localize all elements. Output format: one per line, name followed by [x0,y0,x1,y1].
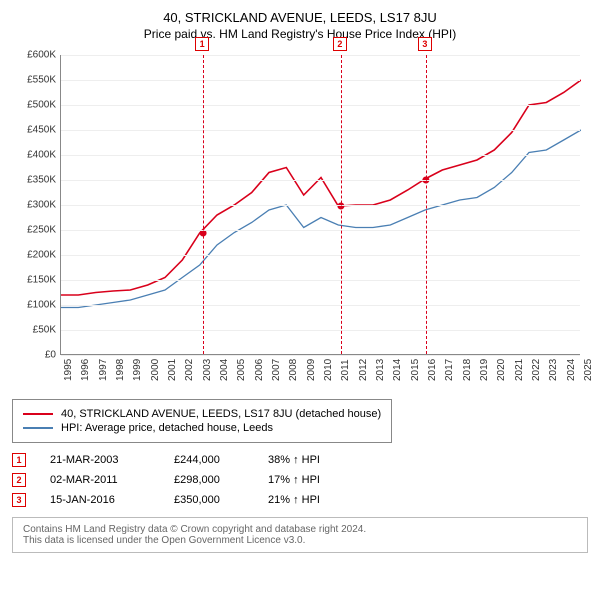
x-tick-label: 2024 [566,359,577,381]
y-tick-label: £350K [12,175,56,186]
sale-delta: 21% ↑ HPI [268,494,368,506]
legend-label: 40, STRICKLAND AVENUE, LEEDS, LS17 8JU (… [61,408,381,420]
x-tick-label: 2004 [219,359,230,381]
x-tick-label: 2003 [202,359,213,381]
marker-vline [203,55,204,354]
legend-swatch [23,427,53,429]
footer-line-1: Contains HM Land Registry data © Crown c… [23,524,577,535]
marker-vline [426,55,427,354]
y-tick-label: £300K [12,200,56,211]
x-tick-label: 2019 [479,359,490,381]
sale-delta: 17% ↑ HPI [268,474,368,486]
sales-table: 1 21-MAR-2003 £244,000 38% ↑ HPI 2 02-MAR-201… [12,453,588,507]
sale-row: 2 02-MAR-2011 £298,000 17% ↑ HPI [12,473,588,487]
marker-vline [341,55,342,354]
marker-number-box: 2 [333,37,347,51]
sale-number-box: 2 [12,473,26,487]
sale-delta: 38% ↑ HPI [268,454,368,466]
sale-number-box: 1 [12,453,26,467]
footer-line-2: This data is licensed under the Open Gov… [23,535,577,546]
legend-label: HPI: Average price, detached house, Leed… [61,422,273,434]
sale-row: 1 21-MAR-2003 £244,000 38% ↑ HPI [12,453,588,467]
sale-price: £350,000 [174,494,244,506]
chart-title: 40, STRICKLAND AVENUE, LEEDS, LS17 8JU [12,10,588,25]
x-tick-label: 1997 [98,359,109,381]
x-tick-label: 1996 [80,359,91,381]
sale-number-box: 3 [12,493,26,507]
x-tick-label: 2015 [410,359,421,381]
y-tick-label: £250K [12,225,56,236]
chart-wrap: £0 £50K £100K £150K £200K £250K £300K £350K £400… [12,51,588,391]
x-tick-label: 2017 [444,359,455,381]
y-tick-label: £450K [12,125,56,136]
x-tick-label: 2008 [288,359,299,381]
y-tick-label: £100K [12,300,56,311]
x-tick-label: 2023 [548,359,559,381]
x-tick-label: 1998 [115,359,126,381]
legend-swatch [23,413,53,415]
x-tick-label: 1995 [63,359,74,381]
chart-container: 40, STRICKLAND AVENUE, LEEDS, LS17 8JU P… [0,0,600,561]
x-tick-label: 2025 [583,359,594,381]
sale-price: £244,000 [174,454,244,466]
x-tick-label: 2010 [323,359,334,381]
x-tick-label: 2007 [271,359,282,381]
y-tick-label: £600K [12,50,56,61]
chart-subtitle: Price paid vs. HM Land Registry's House … [12,27,588,41]
x-tick-label: 2000 [150,359,161,381]
sale-price: £298,000 [174,474,244,486]
x-tick-label: 2021 [514,359,525,381]
sale-date: 21-MAR-2003 [50,454,150,466]
x-tick-label: 2022 [531,359,542,381]
x-tick-label: 2013 [375,359,386,381]
x-tick-label: 2009 [306,359,317,381]
y-tick-label: £50K [12,325,56,336]
x-tick-label: 2016 [427,359,438,381]
x-tick-label: 2002 [184,359,195,381]
x-tick-label: 2018 [462,359,473,381]
legend-row: 40, STRICKLAND AVENUE, LEEDS, LS17 8JU (… [23,408,381,420]
x-tick-label: 1999 [132,359,143,381]
y-tick-label: £200K [12,250,56,261]
marker-number-box: 1 [195,37,209,51]
x-tick-label: 2014 [392,359,403,381]
x-tick-label: 2006 [254,359,265,381]
y-tick-label: £0 [12,350,56,361]
legend-row: HPI: Average price, detached house, Leed… [23,422,381,434]
x-tick-label: 2001 [167,359,178,381]
x-tick-label: 2020 [496,359,507,381]
y-tick-label: £550K [12,75,56,86]
x-tick-label: 2011 [340,359,351,381]
legend-box: 40, STRICKLAND AVENUE, LEEDS, LS17 8JU (… [12,399,392,443]
series-line [61,80,581,295]
sale-date: 02-MAR-2011 [50,474,150,486]
x-tick-label: 2012 [358,359,369,381]
y-tick-label: £150K [12,275,56,286]
marker-number-box: 3 [418,37,432,51]
y-tick-label: £500K [12,100,56,111]
sale-date: 15-JAN-2016 [50,494,150,506]
footer-box: Contains HM Land Registry data © Crown c… [12,517,588,553]
y-tick-label: £400K [12,150,56,161]
plot-area [60,55,580,355]
sale-row: 3 15-JAN-2016 £350,000 21% ↑ HPI [12,493,588,507]
x-tick-label: 2005 [236,359,247,381]
